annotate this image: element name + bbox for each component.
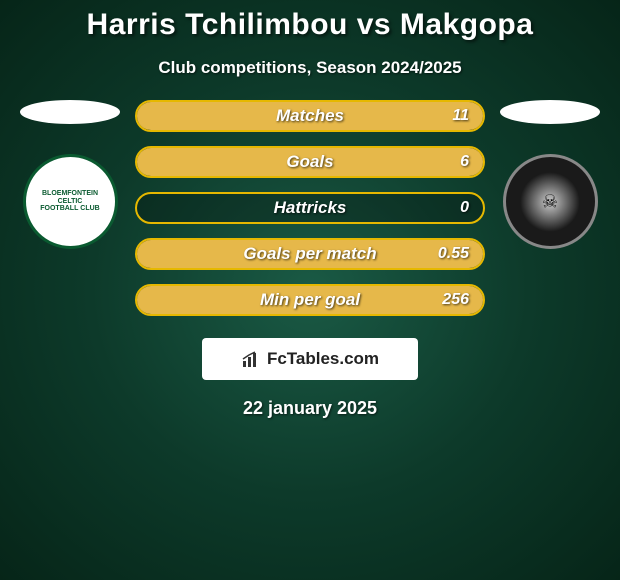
left-team-crest-text: BLOEMFONTEINCELTICFOOTBALL CLUB (40, 190, 100, 213)
left-player-column: BLOEMFONTEINCELTICFOOTBALL CLUB (15, 100, 125, 249)
player-photo-placeholder-right (500, 100, 600, 124)
date-line: 22 january 2025 (0, 398, 620, 419)
subtitle: Club competitions, Season 2024/2025 (0, 58, 620, 78)
stat-value-right: 11 (452, 107, 469, 125)
stat-value-right: 256 (442, 291, 469, 309)
comparison-body: BLOEMFONTEINCELTICFOOTBALL CLUB Matches 1… (0, 100, 620, 316)
stat-value-right: 0.55 (438, 245, 469, 263)
right-team-crest: ☠ (503, 154, 598, 249)
chart-icon (241, 351, 261, 367)
stat-row: Goals per match 0.55 (135, 238, 485, 270)
comparison-card: Harris Tchilimbou vs Makgopa Club compet… (0, 0, 620, 419)
stat-label: Goals per match (243, 244, 376, 264)
skull-icon: ☠ (542, 191, 558, 212)
player-photo-placeholder-left (20, 100, 120, 124)
page-title: Harris Tchilimbou vs Makgopa (0, 8, 620, 42)
fctables-logo-text: FcTables.com (267, 349, 379, 369)
fctables-logo[interactable]: FcTables.com (202, 338, 418, 380)
stat-label: Matches (276, 106, 344, 126)
stat-row: Goals 6 (135, 146, 485, 178)
right-player-column: ☠ (495, 100, 605, 249)
stat-row: Matches 11 (135, 100, 485, 132)
stat-label: Hattricks (274, 198, 347, 218)
stat-label: Goals (286, 152, 333, 172)
stats-column: Matches 11 Goals 6 Hattricks 0 Goals per match… (135, 100, 485, 316)
stat-row: Min per goal 256 (135, 284, 485, 316)
stat-value-right: 6 (460, 153, 469, 171)
left-team-crest: BLOEMFONTEINCELTICFOOTBALL CLUB (23, 154, 118, 249)
stat-label: Min per goal (260, 290, 360, 310)
stat-row: Hattricks 0 (135, 192, 485, 224)
stat-value-right: 0 (460, 199, 469, 217)
right-team-crest-inner: ☠ (515, 167, 585, 237)
